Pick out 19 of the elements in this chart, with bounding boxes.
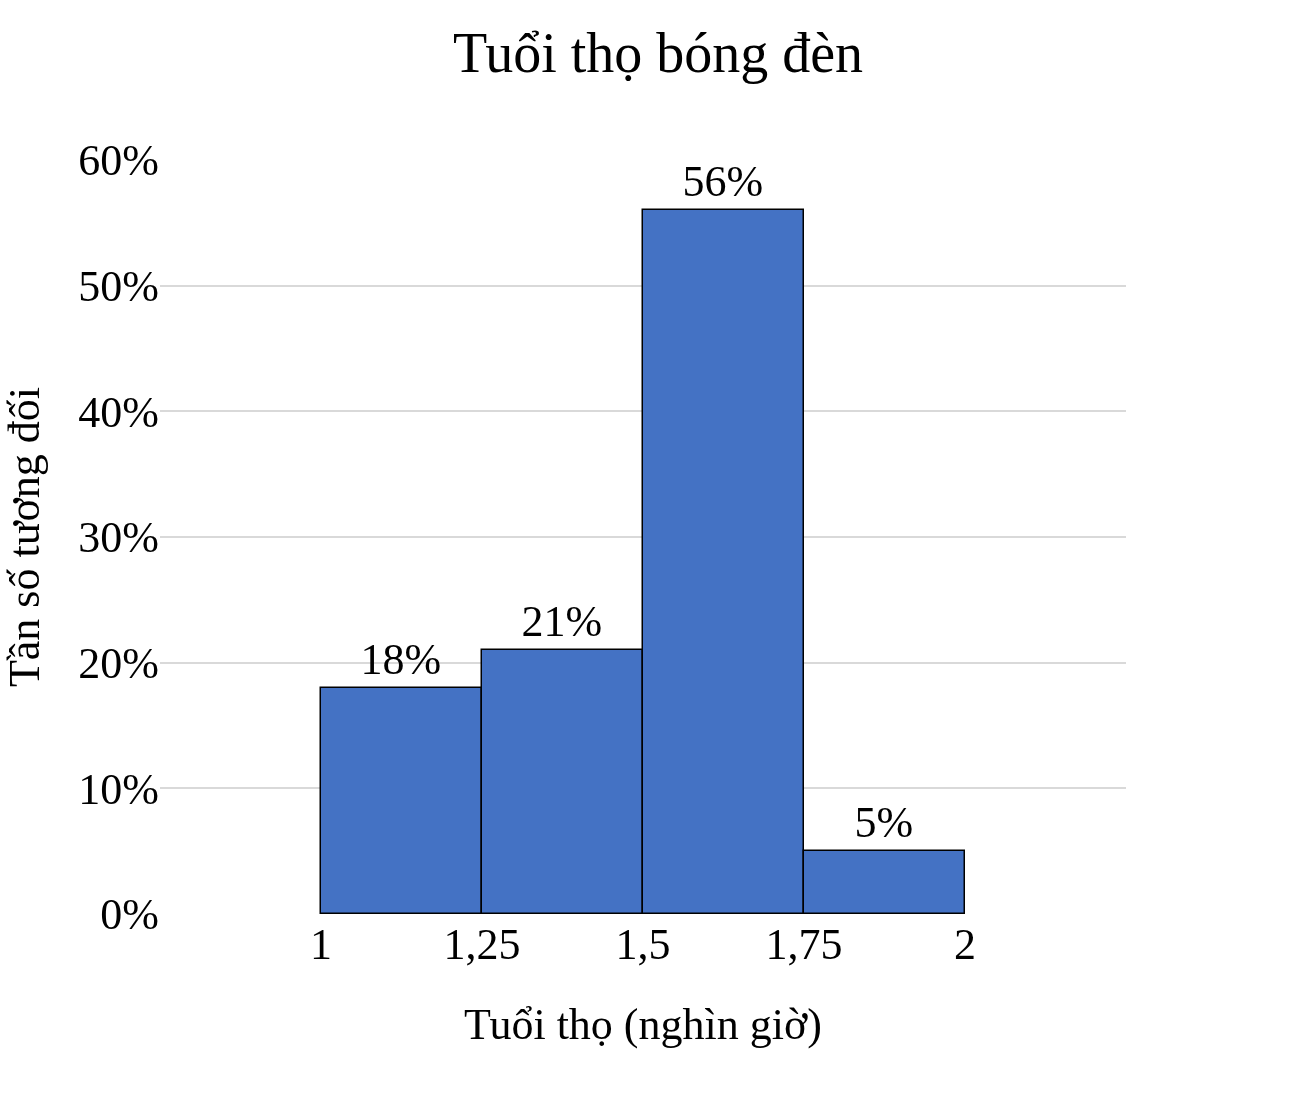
y-tick-label: 40% [78,387,159,437]
chart-title: Tuổi thọ bóng đèn [452,22,864,85]
y-tick-label: 20% [78,639,159,689]
x-axis-title: Tuổi thọ (nghìn giờ) [464,1000,822,1050]
data-label: 18% [360,635,442,685]
y-tick-label: 10% [78,764,159,814]
y-tick-label: 60% [78,136,159,186]
x-tick-label: 1,75 [765,920,843,969]
y-axis-title: Tần số tương đối [0,386,49,688]
data-label: 21% [521,597,603,647]
x-tick-label: 1 [310,920,332,969]
x-tick-label: 1,25 [443,920,521,969]
data-label: 5% [854,798,914,848]
data-label: 56% [682,157,764,207]
y-tick-label: 0% [100,890,159,940]
x-tick-label: 2 [954,920,976,969]
y-tick-label: 50% [78,262,159,312]
x-tick-label: 1,5 [615,920,671,969]
y-tick-label: 30% [78,513,159,563]
